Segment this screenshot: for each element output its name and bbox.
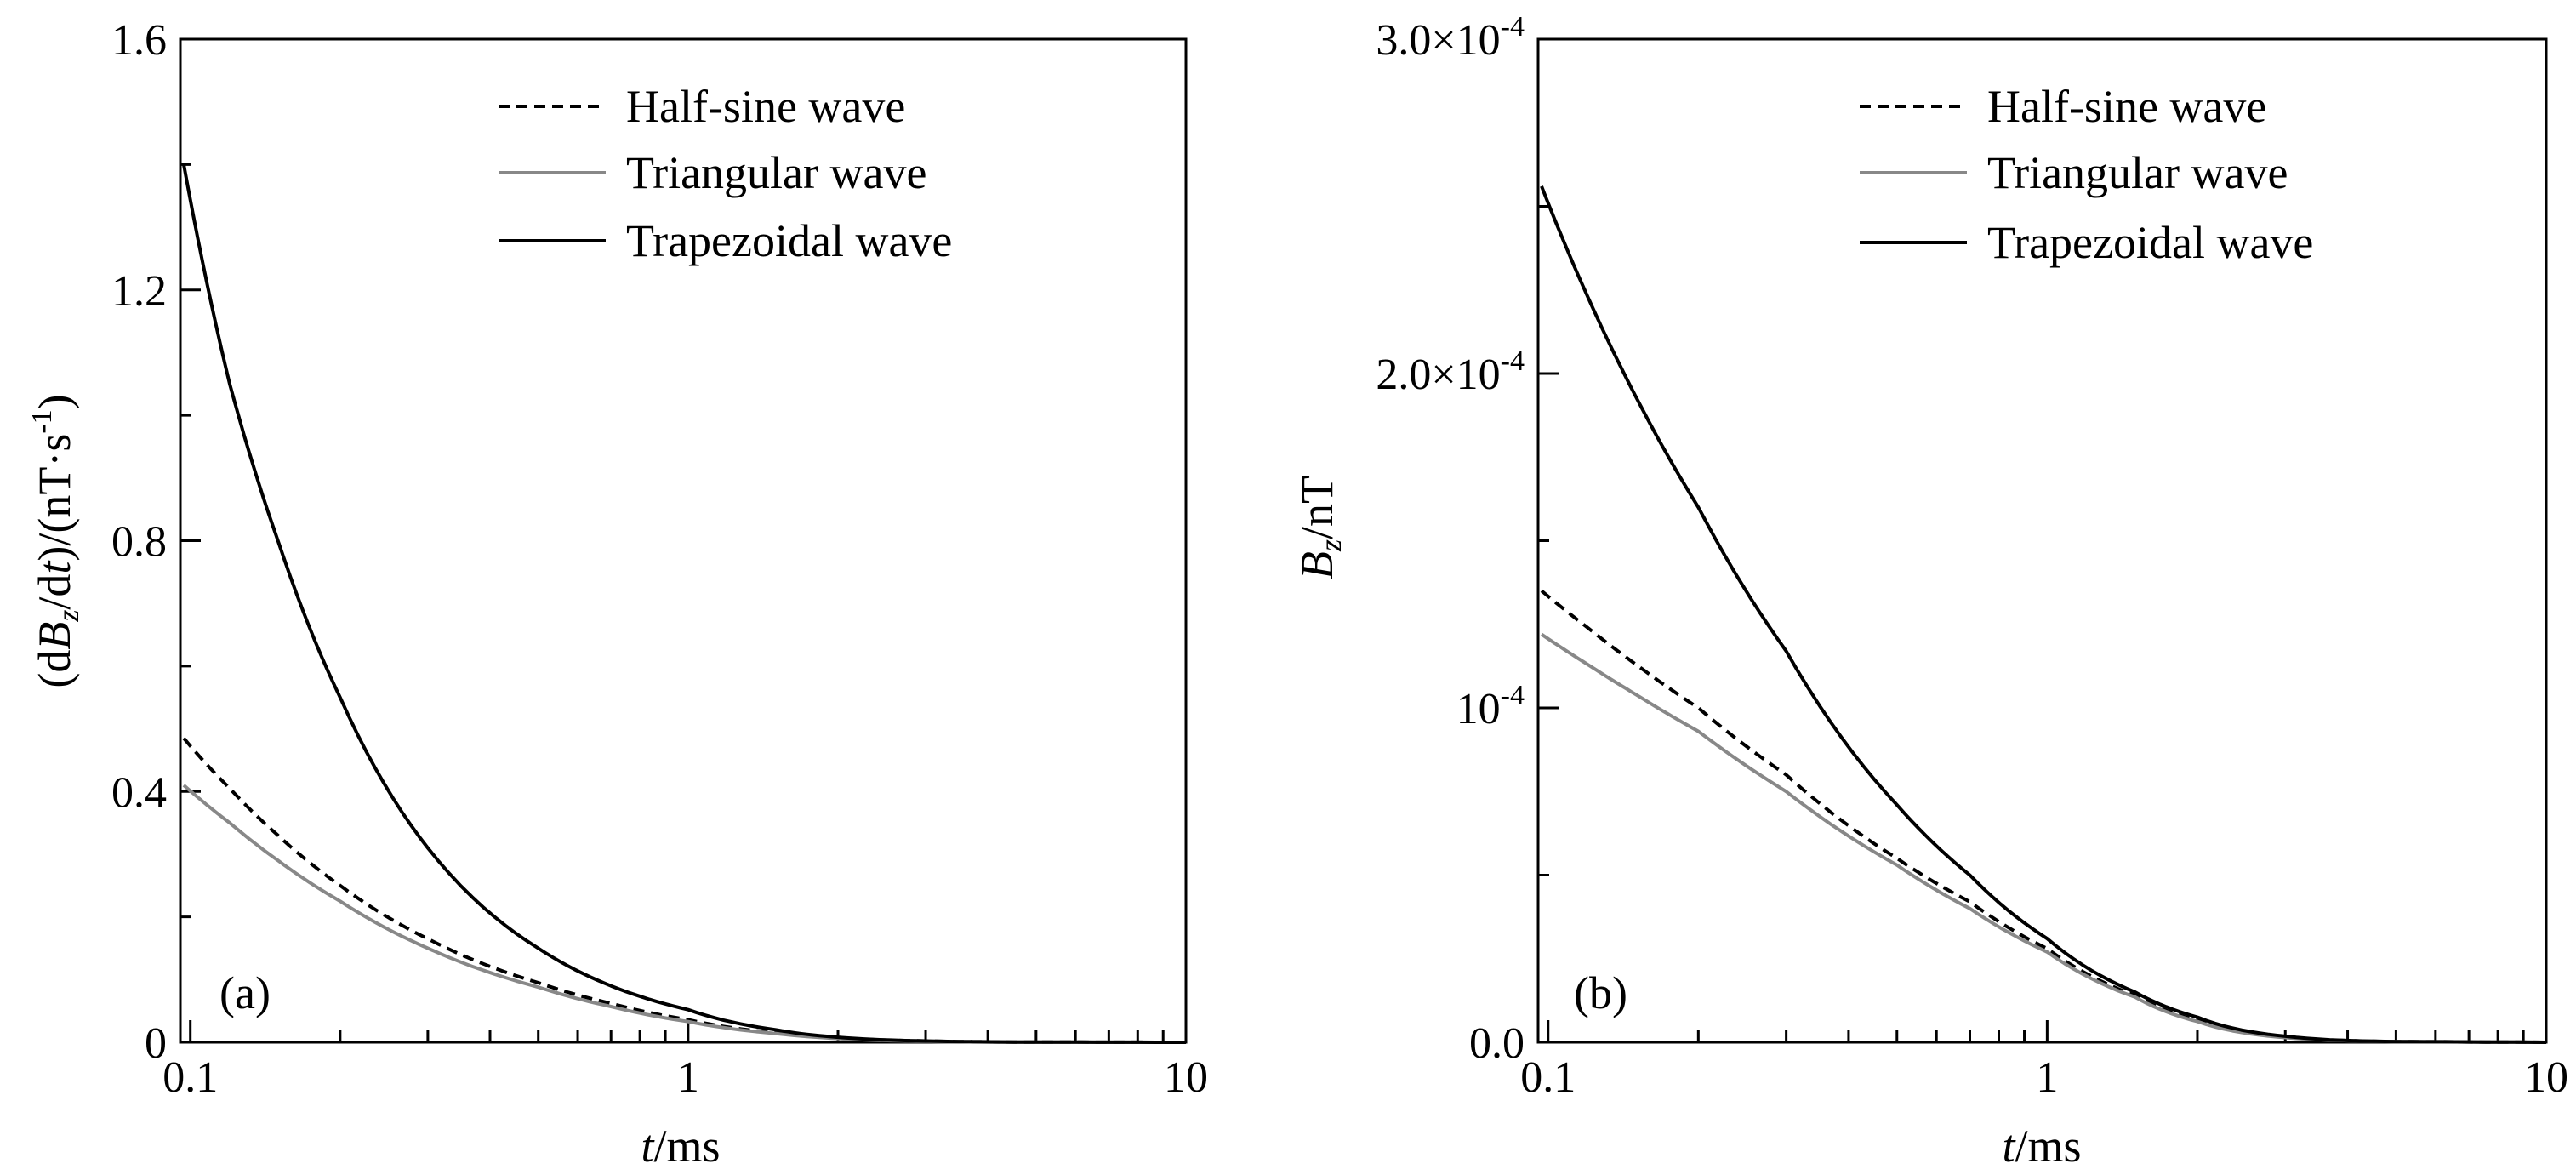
x-tick-label: 10: [2524, 1053, 2568, 1102]
y-axis-label-a: (dBz/dt)/(nT·s-1): [26, 394, 85, 687]
x-axis-label-a: t/ms: [641, 1121, 720, 1172]
legend-label-triangular: Triangular wave: [626, 147, 926, 198]
tick-labels-a: 0.1 1 10 0 0.4 0.8 1.2 1.6: [111, 16, 1208, 1102]
legend-label-trapezoidal: Trapezoidal wave: [626, 215, 952, 266]
x-tick-label: 1: [2036, 1053, 2058, 1102]
x-axis-label-b: t/ms: [2002, 1121, 2081, 1172]
y-tick-label: 0.8: [111, 518, 167, 567]
panel-label-a: (a): [219, 967, 271, 1018]
panel-label-b: (b): [1574, 967, 1627, 1018]
series-layer-a: [182, 164, 1186, 1044]
y-tick-label: 1.6: [111, 16, 167, 65]
series-line-triangular-wave: [182, 784, 1186, 1044]
series-line-half-sine-wave: [1540, 589, 2547, 1044]
legend-label-half-sine: Half-sine wave: [1987, 81, 2266, 132]
y-tick-label: 0.0: [1469, 1019, 1525, 1068]
series-line-trapezoidal-wave: [1540, 185, 2547, 1044]
series-line-triangular-wave: [1540, 632, 2547, 1044]
series-layer-b: [1540, 185, 2547, 1044]
x-tick-label: 1: [677, 1053, 699, 1102]
legend-b: Half-sine wave Triangular wave Trapezoid…: [1860, 81, 2313, 268]
series-line-half-sine-wave: [182, 737, 1186, 1044]
y-tick-label: 0.4: [111, 768, 167, 817]
y-tick-label: 3.0×10-4: [1376, 11, 1525, 65]
y-tick-label: 0: [145, 1019, 167, 1068]
legend-label-triangular: Triangular wave: [1987, 147, 2288, 198]
series-line-trapezoidal-wave: [182, 164, 1186, 1044]
panel-a: 0.1 1 10 0 0.4 0.8 1.2 1.6 Half-sine wave Trian…: [26, 16, 1208, 1172]
x-tick-label: 10: [1164, 1053, 1208, 1102]
y-tick-label: 1.2: [111, 267, 167, 316]
legend-label-half-sine: Half-sine wave: [626, 81, 905, 132]
y-axis-label-b: Bz/nT: [1291, 476, 1348, 579]
legend-label-trapezoidal: Trapezoidal wave: [1987, 217, 2313, 268]
y-tick-label: 10-4: [1456, 680, 1525, 733]
legend-a: Half-sine wave Triangular wave Trapezoid…: [499, 81, 952, 266]
panel-b: 0.1 1 10 0.0 10-4 2.0×10-4 3.0×10-4 Half-sine …: [1291, 11, 2568, 1172]
x-tick-label: 0.1: [1520, 1053, 1576, 1102]
tick-labels-b: 0.1 1 10 0.0 10-4 2.0×10-4 3.0×10-4: [1376, 11, 2568, 1102]
x-tick-label: 0.1: [162, 1053, 218, 1102]
y-tick-label: 2.0×10-4: [1376, 345, 1525, 399]
